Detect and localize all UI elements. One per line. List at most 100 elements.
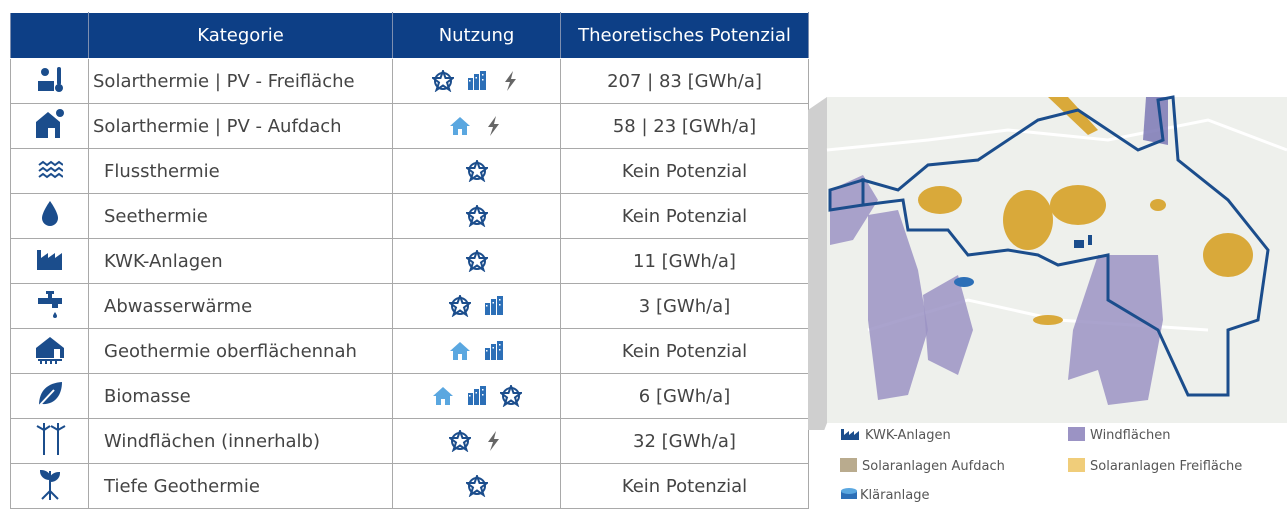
page-body: KategorieNutzungTheoretisches Potenzial … xyxy=(0,0,1287,505)
table-cell: Kein Potenzial xyxy=(561,464,809,509)
shape xyxy=(918,186,962,214)
icon-cell xyxy=(393,419,561,464)
shape xyxy=(1150,199,1166,211)
icon-cell xyxy=(393,239,561,284)
icon-cell xyxy=(393,194,561,239)
shape xyxy=(42,491,58,500)
table-cell: Geothermie oberflächennah xyxy=(89,329,393,374)
usage-icon xyxy=(468,71,486,90)
icon-cell xyxy=(11,374,89,419)
table-cell: Biomasse xyxy=(89,374,393,419)
shape xyxy=(466,160,488,182)
category-icon xyxy=(35,246,65,272)
shape xyxy=(1074,240,1084,248)
shape xyxy=(483,295,505,317)
category-icon xyxy=(34,108,66,140)
shape xyxy=(57,67,61,85)
header-cell: Kategorie xyxy=(89,13,393,59)
shape xyxy=(54,349,60,358)
category-icon xyxy=(36,289,64,319)
table-cell: Seethermie xyxy=(89,194,393,239)
shape xyxy=(840,487,858,501)
table-row: Tiefe Geothermie Kein Potenzial xyxy=(11,464,809,509)
icon-cell xyxy=(11,239,89,284)
legend-label: Solaranlagen Freifläche xyxy=(1090,459,1242,474)
table-cell: Abwasserwärme xyxy=(89,284,393,329)
table-cell: Tiefe Geothermie xyxy=(89,464,393,509)
shape xyxy=(1143,97,1168,145)
icon-cell xyxy=(393,329,561,374)
icon-cell xyxy=(11,329,89,374)
usage-icon xyxy=(501,386,521,405)
shape xyxy=(483,340,505,362)
legend-item: Solaranlagen Aufdach xyxy=(840,458,1005,474)
swatch xyxy=(1068,458,1085,472)
shape xyxy=(1033,315,1063,325)
table-row: FlussthermieKein Potenzial xyxy=(11,149,809,194)
table-cell: 3 [GWh/a] xyxy=(561,284,809,329)
usage-icon xyxy=(433,387,453,405)
shape xyxy=(841,488,857,494)
shape xyxy=(48,294,52,298)
shape xyxy=(449,295,471,317)
shape xyxy=(38,360,62,364)
table-row: Seethermie Kein Potenzial xyxy=(11,194,809,239)
shape xyxy=(500,70,522,92)
usage-icon xyxy=(505,71,516,91)
shape xyxy=(449,340,471,362)
icon-cell xyxy=(11,284,89,329)
shape xyxy=(37,250,62,270)
icon-cell xyxy=(11,149,89,194)
shape xyxy=(42,201,58,226)
shape xyxy=(466,385,488,407)
icon-cell xyxy=(11,194,89,239)
category-icon xyxy=(37,159,63,179)
category-icon xyxy=(34,422,66,456)
table-cell: Kein Potenzial xyxy=(561,194,809,239)
shape xyxy=(466,250,488,272)
shape xyxy=(808,97,827,430)
usage-icon xyxy=(450,342,470,360)
icon-cell xyxy=(11,104,89,149)
legend-item: Windflächen xyxy=(1068,427,1170,443)
icon-cell xyxy=(11,464,89,509)
category-icon xyxy=(35,64,65,94)
icon-cell xyxy=(393,104,561,149)
shape xyxy=(432,385,454,407)
usage-icon xyxy=(467,161,487,180)
table-cell: 32 [GWh/a] xyxy=(561,419,809,464)
usage-icon xyxy=(468,386,486,405)
usage-icon xyxy=(488,431,499,451)
shape xyxy=(449,430,471,452)
table-cell: Windflächen (innerhalb) xyxy=(89,419,393,464)
shape xyxy=(11,13,89,59)
legend-label: Kläranlage xyxy=(860,488,929,503)
table-row: Abwasserwärme 3 [GWh/a] xyxy=(11,284,809,329)
swatch xyxy=(1068,427,1085,441)
header-cell: Nutzung xyxy=(393,13,561,59)
shape xyxy=(38,298,62,308)
table-row: Windflächen (innerhalb) 32 [GWh/a] xyxy=(11,419,809,464)
icon-cell xyxy=(393,374,561,419)
table-cell: Kein Potenzial xyxy=(561,149,809,194)
shape xyxy=(55,84,63,92)
usage-icon xyxy=(450,296,470,315)
table-cell: 11 [GWh/a] xyxy=(561,239,809,284)
legend-label: Solaranlagen Aufdach xyxy=(862,459,1005,474)
icon-cell xyxy=(11,419,89,464)
legend-item: Kläranlage xyxy=(840,487,929,503)
legend-label: Windflächen xyxy=(1090,428,1170,443)
table-cell: Solarthermie | PV - Aufdach xyxy=(89,104,393,149)
icon-cell xyxy=(393,284,561,329)
usage-icon xyxy=(450,117,470,135)
page: Potenziale {"table":{"header":["Kategori… xyxy=(0,0,1287,505)
legend-label: KWK-Anlagen xyxy=(865,428,951,443)
legend-item: Solaranlagen Freifläche xyxy=(1068,458,1242,474)
swatch xyxy=(840,458,857,472)
